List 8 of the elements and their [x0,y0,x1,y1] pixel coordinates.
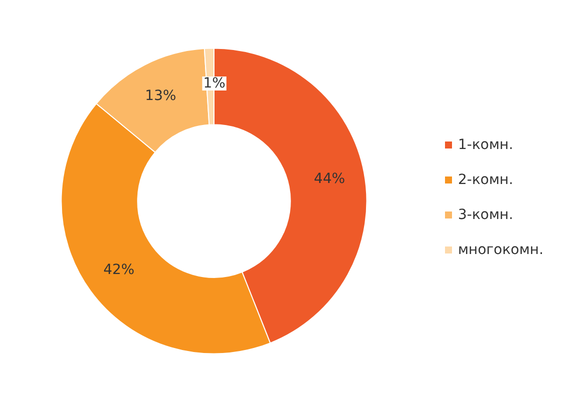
legend-label: многокомн. [458,242,544,258]
legend-label: 2-комн. [458,172,514,188]
data-label: 1% [203,75,226,92]
legend-label: 1-комн. [458,137,514,153]
data-label: 42% [103,262,134,278]
data-label: 44% [314,170,346,187]
legend-label: 3-комн. [458,207,514,223]
data-label: 13% [145,88,176,104]
